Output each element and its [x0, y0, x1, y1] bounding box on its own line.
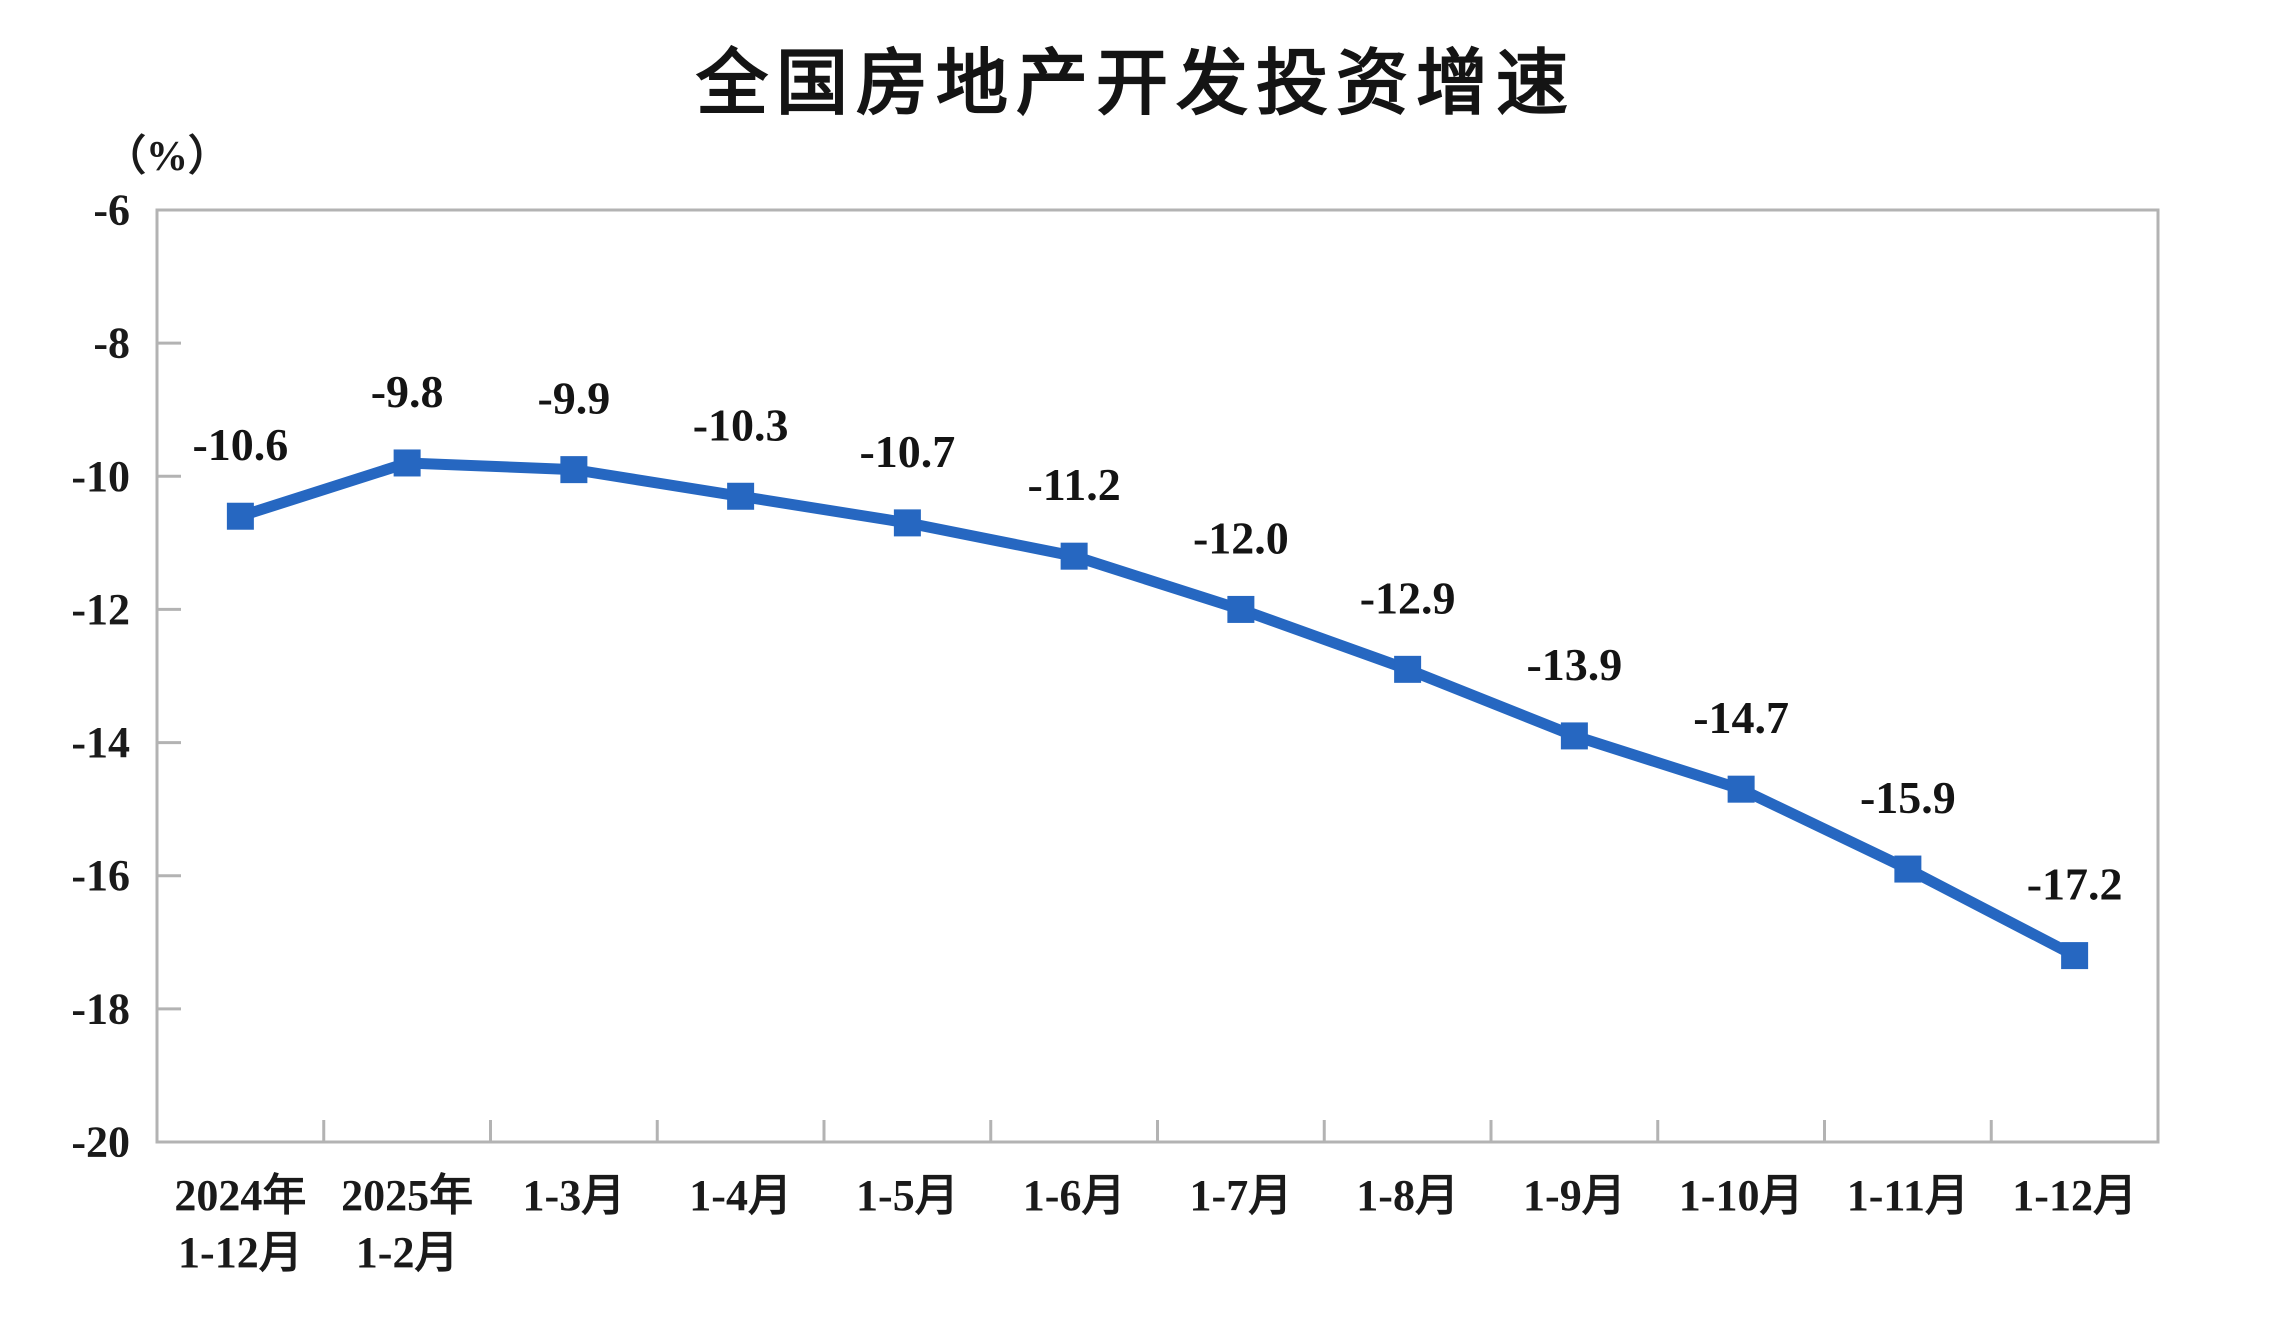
data-point-label: -15.9	[1860, 772, 1956, 823]
y-axis-tick-label: -16	[71, 851, 130, 900]
series-line	[234, 457, 2081, 962]
data-point-marker	[727, 482, 755, 510]
x-axis-category-label: 1-11月	[1847, 1171, 1969, 1220]
data-point-marker	[1394, 655, 1422, 683]
data-point-label: -12.0	[1193, 512, 1289, 563]
y-axis-tick-label: -14	[71, 718, 130, 767]
x-axis-category-label: 2024年	[174, 1171, 306, 1220]
x-axis-category-label: 1-10月	[1679, 1171, 1804, 1220]
data-point-marker	[560, 456, 588, 484]
plot-border	[155, 208, 2160, 1144]
data-point-marker	[1060, 542, 1088, 570]
x-axis-category-label: 1-7月	[1190, 1171, 1293, 1220]
data-point-marker	[1894, 855, 1922, 883]
data-point-label: -13.9	[1526, 639, 1622, 690]
data-point-label: -10.3	[693, 399, 789, 450]
data-point-marker	[1227, 595, 1255, 623]
y-axis-tick-label: -8	[93, 319, 130, 368]
x-axis-category-label: 1-2月	[356, 1228, 459, 1277]
x-axis-category-label: 1-12月	[178, 1228, 303, 1277]
x-axis-category-label: 1-3月	[523, 1171, 626, 1220]
data-point-marker	[1560, 722, 1588, 750]
data-point-marker	[393, 449, 421, 477]
data-point-marker	[1727, 775, 1755, 803]
x-axis-category-label: 1-5月	[856, 1171, 959, 1220]
data-point-label: -10.7	[859, 426, 955, 477]
x-axis-category-label: 2025年	[341, 1171, 473, 1220]
data-point-label: -14.7	[1693, 692, 1789, 743]
y-axis-tick-label: -10	[71, 452, 130, 501]
x-axis-category-label: 1-8月	[1356, 1171, 1459, 1220]
y-axis-tick-label: -18	[71, 984, 130, 1033]
chart-title: 全国房地产开发投资增速	[695, 44, 1576, 124]
x-axis-category-label: 1-9月	[1523, 1171, 1626, 1220]
data-point-marker	[893, 509, 921, 537]
y-axis-tick-label: -12	[71, 585, 130, 634]
data-point-label: -11.2	[1027, 459, 1120, 510]
x-axis-category-label: 1-4月	[689, 1171, 792, 1220]
data-point-marker	[226, 502, 254, 530]
data-point-label: -12.9	[1360, 572, 1456, 623]
data-point-label: -9.8	[371, 366, 444, 417]
x-axis-category-label: 1-12月	[2012, 1171, 2137, 1220]
data-point-label: -17.2	[2027, 859, 2123, 910]
y-axis-tick-label: -20	[71, 1118, 130, 1167]
x-axis-category-label: 1-6月	[1023, 1171, 1126, 1220]
data-point-label: -10.6	[192, 419, 288, 470]
data-point-label: -9.9	[537, 373, 610, 424]
y-axis-unit-label: （%）	[104, 134, 231, 180]
data-point-marker	[2061, 942, 2089, 970]
y-axis-tick-label: -6	[93, 186, 130, 235]
